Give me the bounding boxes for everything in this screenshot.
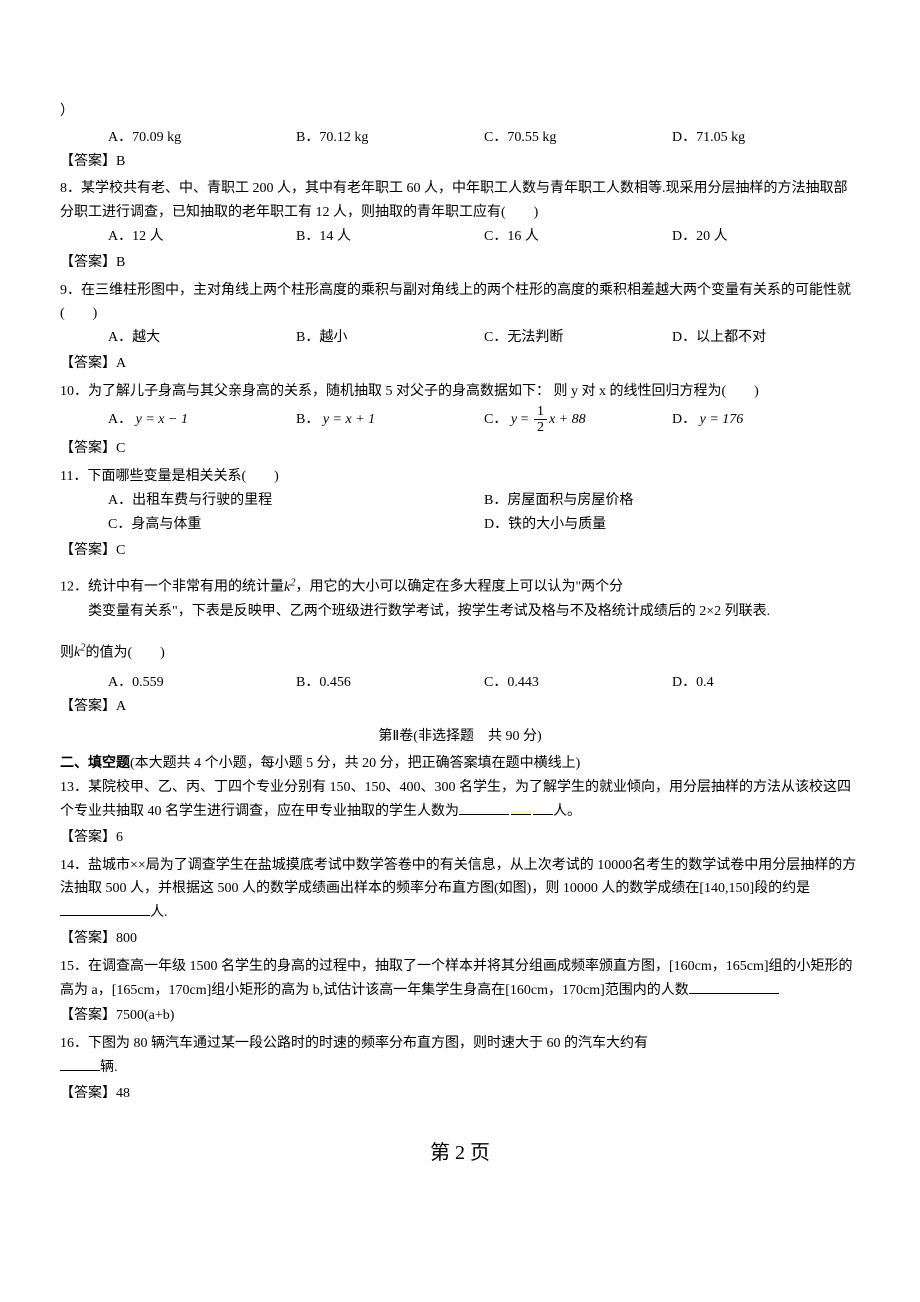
- q9-opt-c: C．无法判断: [484, 326, 672, 350]
- q16-text: 16．下图为 80 辆汽车通过某一段公路时的时速的频率分布直方图，则时速大于 6…: [60, 1032, 860, 1080]
- q12-line2: 类变量有关系"，下表是反映甲、乙两个班级进行数学考试，按学生考试及格与不及格统计…: [60, 600, 860, 624]
- q7-answer: 【答案】B: [60, 150, 860, 174]
- q9-opt-a: A．越大: [108, 326, 296, 350]
- q11-answer: 【答案】C: [60, 539, 860, 563]
- fill-header-rest: (本大题共 4 个小题，每小题 5 分，共 20 分，把正确答案填在题中横线上): [130, 756, 580, 771]
- q9-opt-b: B．越小: [296, 326, 484, 350]
- q7-opt-a: A．70.09 kg: [108, 126, 296, 150]
- q7-paren-close: ）: [60, 100, 860, 124]
- q7-opt-c: C．70.55 kg: [484, 126, 672, 150]
- q11-options-row1: A．出租车费与行驶的里程 B．房屋面积与房屋价格: [60, 489, 860, 513]
- q8-options: A．12 人 B．14 人 C．16 人 D．20 人: [60, 225, 860, 249]
- q11-opt-b: B．房屋面积与房屋价格: [484, 489, 860, 513]
- q12-then-b: 的值为( ): [85, 645, 164, 660]
- q8-text: 8．某学校共有老、中、青职工 200 人，其中有老年职工 60 人，中年职工人数…: [60, 177, 860, 225]
- q16-text-a: 16．下图为 80 辆汽车通过某一段公路时的时速的频率分布直方图，则时速大于 6…: [60, 1036, 648, 1051]
- q12-options: A．0.559 B．0.456 C．0.443 D．0.4: [60, 671, 860, 695]
- q12-line1a: 12．统计中有一个非常有用的统计量: [60, 580, 284, 595]
- q16-text-b: 辆.: [100, 1060, 118, 1075]
- q9-opt-d: D．以上都不对: [672, 326, 860, 350]
- q10-opt-c-frac: 12: [534, 404, 547, 436]
- q10-options: A． y = x − 1 B． y = x + 1 C． y = 12x + 8…: [60, 404, 860, 436]
- section2-title: 第Ⅱ卷(非选择题 共 90 分): [60, 725, 860, 749]
- q10-opt-d-eq: y = 176: [700, 412, 744, 427]
- q15-text: 15．在调查高一年级 1500 名学生的身高的过程中，抽取了一个样本并将其分组画…: [60, 955, 860, 1003]
- q14-text-b: 人.: [150, 905, 168, 920]
- q9-answer: 【答案】A: [60, 352, 860, 376]
- q12-opt-d: D．0.4: [672, 671, 860, 695]
- fill-header: 二、填空题(本大题共 4 个小题，每小题 5 分，共 20 分，把正确答案填在题…: [60, 752, 860, 776]
- q10-opt-a-eq: y = x − 1: [136, 412, 188, 427]
- q14-blank: [60, 901, 150, 916]
- q9-text: 9．在三维柱形图中，主对角线上两个柱形高度的乘积与副对角线上的两个柱形的高度的乘…: [60, 279, 860, 327]
- q16-blank: [60, 1056, 100, 1071]
- q10-answer: 【答案】C: [60, 437, 860, 461]
- q10-opt-c-rest: x + 88: [549, 412, 586, 427]
- q13-text-a: 13．某院校甲、乙、丙、丁四个专业分别有 150、150、400、300 名学生…: [60, 780, 851, 819]
- q13-blank-2: [533, 800, 553, 815]
- q13-text-b: 人。: [553, 804, 581, 819]
- q13-blank-1: [459, 800, 509, 815]
- q7-options: A．70.09 kg B．70.12 kg C．70.55 kg D．71.05…: [60, 126, 860, 150]
- q8-answer: 【答案】B: [60, 251, 860, 275]
- q16-answer: 【答案】48: [60, 1082, 860, 1106]
- q14-answer: 【答案】800: [60, 927, 860, 951]
- q12-line1b: ，用它的大小可以确定在多大程度上可以认为"两个分: [295, 580, 623, 595]
- q11-options-row2: C．身高与体重 D．铁的大小与质量: [60, 513, 860, 537]
- q10-opt-b-eq: y = x + 1: [323, 412, 375, 427]
- q10-opt-b: B． y = x + 1: [296, 408, 484, 432]
- q7-opt-b: B．70.12 kg: [296, 126, 484, 150]
- q8-opt-b: B．14 人: [296, 225, 484, 249]
- q10-opt-c-pre: C．: [484, 412, 507, 427]
- q8-opt-a: A．12 人: [108, 225, 296, 249]
- q10-opt-d: D． y = 176: [672, 408, 860, 432]
- q13-answer: 【答案】6: [60, 826, 860, 850]
- q10-opt-d-pre: D．: [672, 412, 696, 427]
- q7-opt-d: D．71.05 kg: [672, 126, 860, 150]
- q12-opt-b: B．0.456: [296, 671, 484, 695]
- q14-text-a: 14．盐城市××局为了调查学生在盐城摸底考试中数学答卷中的有关信息，从上次考试的…: [60, 858, 856, 897]
- q10-opt-b-pre: B．: [296, 412, 319, 427]
- q11-opt-a: A．出租车费与行驶的里程: [108, 489, 484, 513]
- q12-k2-1: k2: [284, 580, 295, 595]
- q8-opt-d: D．20 人: [672, 225, 860, 249]
- q12-answer: 【答案】A: [60, 695, 860, 719]
- q12-then-a: 则: [60, 645, 74, 660]
- q13-blank-yellow: [511, 811, 531, 815]
- fill-header-bold: 二、填空题: [60, 756, 130, 771]
- q12-k2-2: k2: [74, 645, 85, 660]
- q15-answer: 【答案】7500(a+b): [60, 1004, 860, 1028]
- q12-opt-c: C．0.443: [484, 671, 672, 695]
- q11-opt-c: C．身高与体重: [108, 513, 484, 537]
- q10-opt-c: C． y = 12x + 88: [484, 404, 672, 436]
- q10-opt-c-den: 2: [534, 420, 547, 435]
- q15-blank: [689, 979, 779, 994]
- q14-text: 14．盐城市××局为了调查学生在盐城摸底考试中数学答卷中的有关信息，从上次考试的…: [60, 854, 860, 925]
- page-footer: 第 2 页: [60, 1136, 860, 1170]
- q10-opt-c-num: 1: [534, 404, 547, 420]
- q10-opt-c-eq: =: [517, 412, 532, 427]
- q10-opt-a: A． y = x − 1: [108, 408, 296, 432]
- q11-text: 11．下面哪些变量是相关关系( ): [60, 465, 860, 489]
- q10-text: 10．为了解儿子身高与其父亲身高的关系，随机抽取 5 对父子的身高数据如下： 则…: [60, 380, 860, 404]
- q12-opt-a: A．0.559: [108, 671, 296, 695]
- q12-line1: 12．统计中有一个非常有用的统计量k2，用它的大小可以确定在多大程度上可以认为"…: [60, 574, 860, 599]
- q9-options: A．越大 B．越小 C．无法判断 D．以上都不对: [60, 326, 860, 350]
- q13-text: 13．某院校甲、乙、丙、丁四个专业分别有 150、150、400、300 名学生…: [60, 776, 860, 824]
- q8-opt-c: C．16 人: [484, 225, 672, 249]
- q10-opt-a-pre: A．: [108, 412, 132, 427]
- q12-then: 则k2的值为( ): [60, 640, 860, 665]
- q11-opt-d: D．铁的大小与质量: [484, 513, 860, 537]
